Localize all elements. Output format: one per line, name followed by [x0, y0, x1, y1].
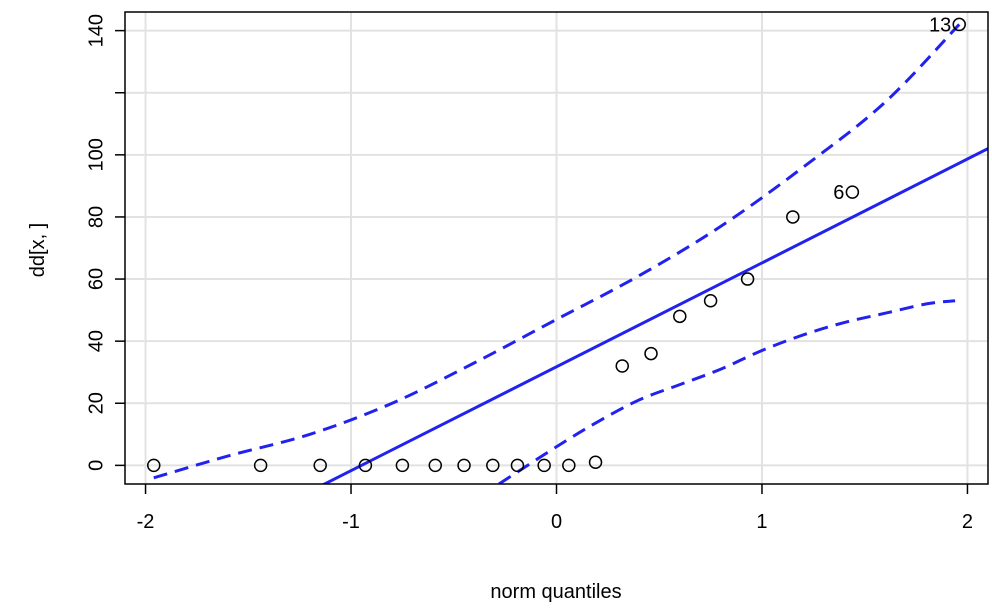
data-point: [740, 272, 755, 286]
y-tick-label: 140: [85, 14, 107, 47]
data-point: [510, 458, 525, 473]
y-axis: 0 20 40 60 80 100 140: [85, 14, 125, 471]
lower-confidence-band: [498, 299, 956, 484]
data-point: [147, 458, 161, 473]
confidence-bands: [153, 23, 961, 484]
point-label: 13: [929, 14, 951, 36]
grid: [125, 12, 988, 484]
data-point: [395, 458, 410, 473]
data-point: [703, 294, 718, 308]
x-axis: -2 -1 0 1 2: [137, 484, 973, 533]
y-tick-label: 100: [85, 138, 107, 171]
data-point: [786, 210, 800, 224]
data-point: [457, 458, 471, 473]
y-axis-label: dd[x, ]: [27, 223, 49, 277]
data-point: [952, 17, 966, 32]
data-point: [253, 458, 268, 473]
data-point: [486, 458, 500, 473]
data-points: [147, 17, 966, 473]
x-tick-label: 2: [962, 511, 973, 533]
data-point: [673, 309, 687, 324]
x-axis-label: norm quantiles: [490, 581, 621, 603]
y-tick-label: 40: [85, 330, 107, 352]
data-point: [562, 458, 576, 473]
x-tick-label: 0: [551, 511, 562, 533]
point-label: 6: [833, 182, 844, 204]
data-point: [615, 359, 630, 373]
data-point: [644, 346, 658, 361]
data-point: [845, 185, 860, 199]
data-point: [537, 458, 551, 473]
reference-line: [321, 147, 988, 484]
x-tick-label: -1: [342, 511, 360, 533]
y-tick-label: 0: [85, 460, 107, 471]
data-point: [358, 458, 373, 473]
y-tick-label: 60: [85, 268, 107, 290]
x-tick-label: -2: [137, 511, 155, 533]
y-tick-label: 80: [85, 206, 107, 228]
x-tick-label: 1: [756, 511, 767, 533]
data-point: [588, 455, 603, 470]
data-point: [313, 458, 327, 473]
upper-confidence-band: [153, 23, 961, 480]
reference-line-group: [321, 147, 988, 484]
data-point: [428, 458, 443, 473]
y-tick-label: 20: [85, 392, 107, 414]
point-labels: 13 6: [833, 14, 951, 204]
